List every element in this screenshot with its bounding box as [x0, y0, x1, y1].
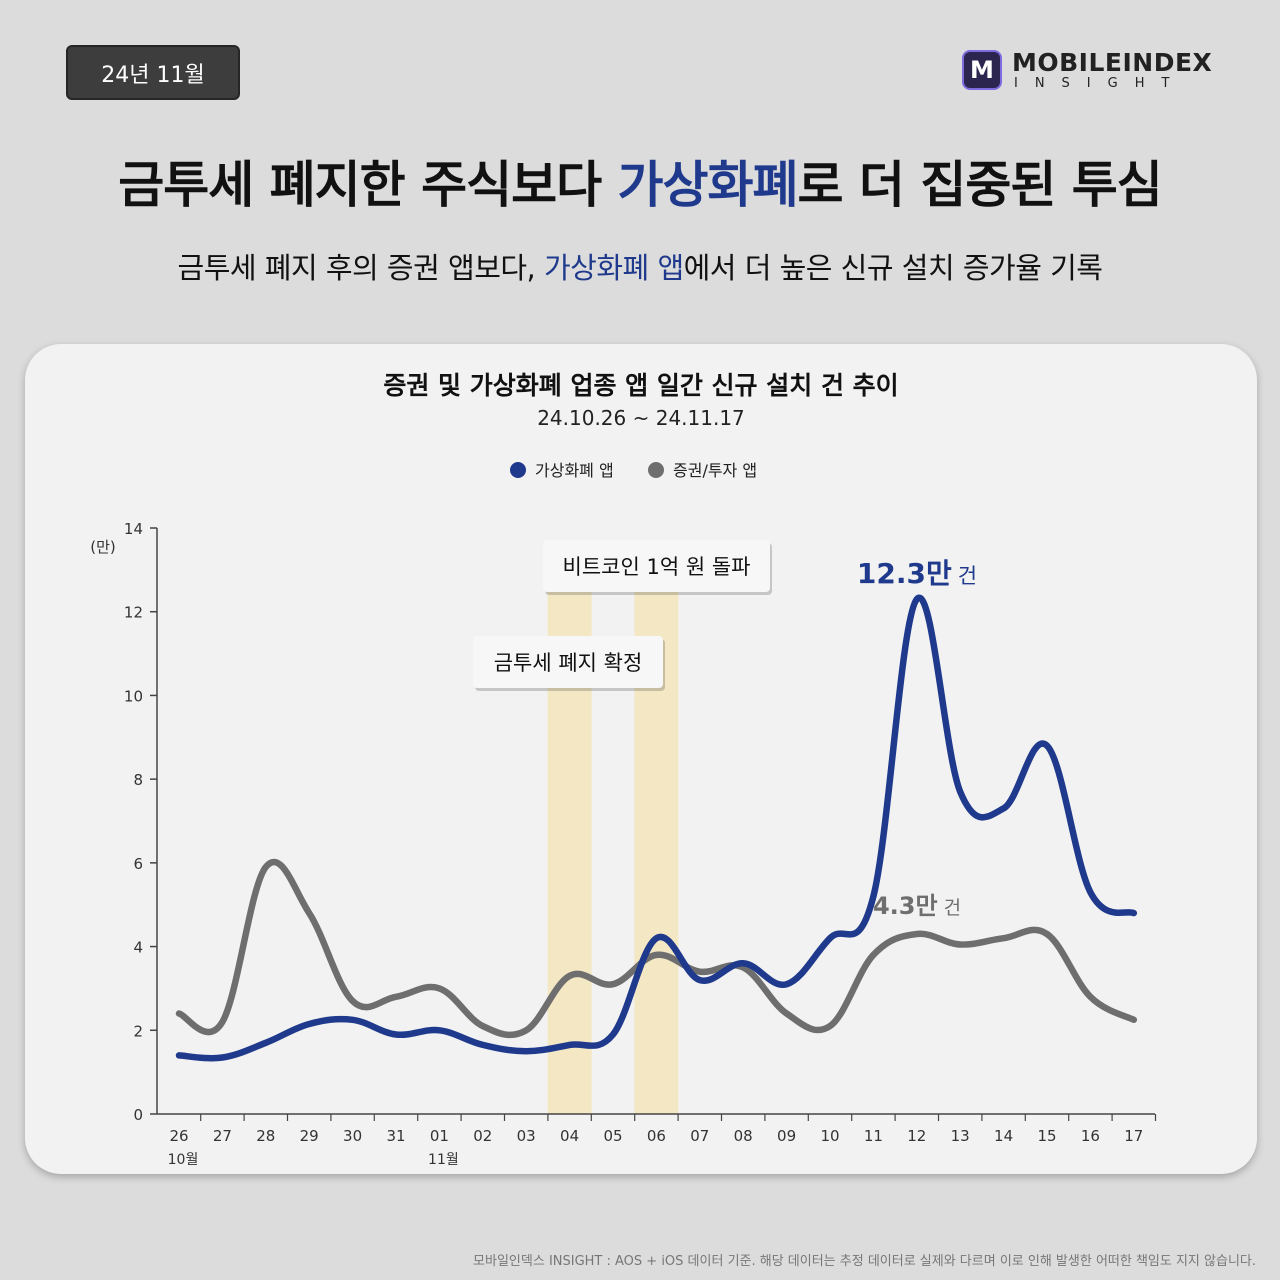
y-tick-label: 10	[124, 687, 143, 705]
headline-post: 로 더 집중된 투심	[797, 156, 1163, 214]
annotation-unit: 건	[944, 897, 961, 919]
event-callout-label: 금투세 폐지 확정	[494, 651, 643, 675]
crypto-peak-annotation: 12.3만 건	[857, 557, 977, 590]
y-tick-label: 12	[124, 604, 143, 622]
y-tick-label: 6	[133, 855, 143, 873]
x-tick-label: 05	[603, 1127, 622, 1145]
x-tick-label: 07	[690, 1127, 709, 1145]
x-tick-label: 14	[994, 1127, 1013, 1145]
subhead-highlight: 가상화폐 앱	[544, 251, 684, 285]
annotation-value: 4.3만	[873, 892, 938, 920]
headline-pre: 금투세 폐지한 주식보다	[118, 156, 618, 214]
legend-crypto-marker	[510, 462, 526, 478]
y-tick-label: 0	[133, 1106, 143, 1124]
annotation-unit: 건	[958, 564, 977, 588]
x-tick-label: 30	[343, 1127, 362, 1145]
chart-title: 증권 및 가상화폐 업종 앱 일간 신규 설치 건 추이	[383, 371, 899, 400]
y-tick-label: 14	[124, 520, 143, 538]
event-callout-box	[473, 636, 663, 688]
logo-subtitle: INSIGHT	[1014, 76, 1187, 91]
headline-highlight: 가상화폐	[617, 156, 799, 214]
subhead-pre: 금투세 폐지 후의 증권 앱보다,	[177, 251, 544, 285]
mobileindex-logo: M MOBILEINDEX INSIGHT	[962, 48, 1222, 96]
x-tick-label: 01	[430, 1127, 449, 1145]
x-tick-label: 06	[647, 1127, 666, 1145]
x-tick-label: 09	[777, 1127, 796, 1145]
x-tick-label: 27	[213, 1127, 232, 1145]
y-tick-label: 4	[133, 939, 143, 957]
x-tick-label: 02	[473, 1127, 492, 1145]
date-badge: 24년 11월	[66, 45, 240, 100]
footnote: 모바일인덱스 INSIGHT : AOS + iOS 데이터 기준. 해당 데이…	[473, 1254, 1256, 1269]
chart-period: 24.10.26 ~ 24.11.17	[537, 406, 745, 430]
logo-mark-icon: M	[962, 50, 1002, 90]
subheadline: 금투세 폐지 후의 증권 앱보다, 가상화폐 앱에서 더 높은 신규 설치 증가…	[0, 245, 1280, 287]
x-tick-label: 11	[864, 1127, 883, 1145]
x-tick-label: 13	[951, 1127, 970, 1145]
securities-peak-annotation: 4.3만 건	[873, 892, 961, 920]
x-tick-label: 31	[386, 1127, 405, 1145]
month-label: 11월	[428, 1152, 459, 1168]
x-tick-label: 12	[907, 1127, 926, 1145]
x-tick-label: 26	[169, 1127, 188, 1145]
crypto-series-line	[175, 594, 1138, 1062]
x-tick-label: 29	[300, 1127, 319, 1145]
x-tick-label: 17	[1124, 1127, 1143, 1145]
y-tick-label: 8	[133, 771, 143, 789]
x-tick-label: 04	[560, 1127, 579, 1145]
legend-crypto-label: 가상화폐 앱	[535, 461, 614, 480]
month-label: 10월	[168, 1152, 199, 1168]
x-tick-label: 08	[734, 1127, 753, 1145]
annotation-value: 12.3만	[857, 557, 952, 590]
legend-securities-marker	[648, 462, 664, 478]
x-tick-label: 15	[1037, 1127, 1056, 1145]
x-tick-label: 16	[1081, 1127, 1100, 1145]
event-callout-box	[543, 540, 770, 592]
headline: 금투세 폐지한 주식보다 가상화폐로 더 집중된 투심	[0, 145, 1280, 217]
subhead-post: 에서 더 높은 신규 설치 증가율 기록	[683, 251, 1103, 285]
logo-name: MOBILEINDEX	[1012, 48, 1213, 77]
x-tick-label: 28	[256, 1127, 275, 1145]
legend-securities-label: 증권/투자 앱	[673, 461, 757, 480]
x-tick-label: 10	[820, 1127, 839, 1145]
y-tick-label: 2	[133, 1022, 143, 1040]
event-callout-label: 비트코인 1억 원 돌파	[563, 555, 751, 579]
y-unit-label: (만)	[90, 538, 116, 556]
x-tick-label: 03	[517, 1127, 536, 1145]
